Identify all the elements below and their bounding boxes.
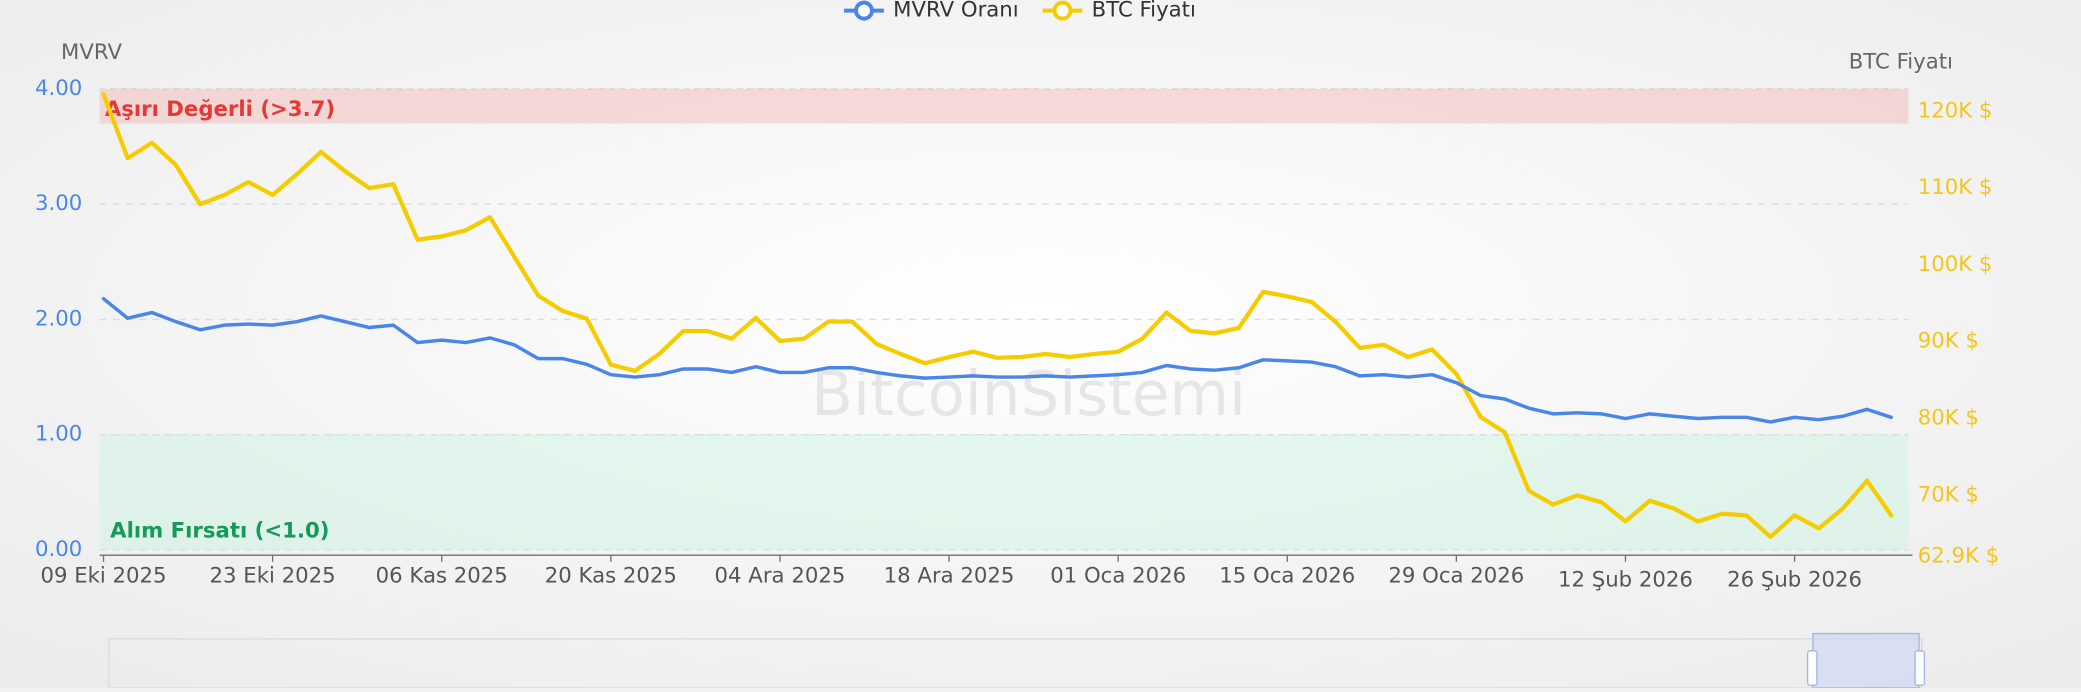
- legend-label: MVRV Oranı: [893, 0, 1018, 23]
- legend-marker: [854, 0, 874, 21]
- y-tick-label: 0.00: [35, 537, 82, 562]
- y-tick-label: 4.00: [35, 76, 82, 101]
- legend-item[interactable]: MVRV Oranı: [844, 0, 1019, 23]
- zoom-window[interactable]: [1812, 632, 1920, 689]
- x-tick-label: 26 Şub 2026: [1727, 567, 1862, 592]
- y-tick-label: 2.00: [35, 306, 82, 331]
- y2-tick-label: 70K $: [1918, 482, 1979, 507]
- y2-tick-label: 90K $: [1918, 329, 1979, 354]
- x-tick-label: 06 Kas 2025: [376, 563, 508, 588]
- x-tick-label: 23 Eki 2025: [210, 563, 336, 588]
- y-tick-label: 1.00: [35, 422, 82, 447]
- x-tick-label: 15 Oca 2026: [1219, 563, 1355, 588]
- zone-band: [99, 434, 1909, 550]
- legend-marker: [1052, 0, 1073, 21]
- y-tick-label: 3.00: [35, 191, 82, 216]
- legend-item[interactable]: BTC Fiyatı: [1042, 0, 1196, 23]
- y2-tick-label: 62.9K $: [1918, 544, 1999, 569]
- series-line: [101, 92, 1894, 539]
- y2-tick-label: 80K $: [1918, 406, 1979, 431]
- y2-tick-label: 100K $: [1918, 252, 1993, 277]
- y2-tick-label: 110K $: [1918, 175, 1993, 200]
- x-tick-label: 29 Oca 2026: [1388, 563, 1524, 588]
- y-axis-title: MVRV: [61, 40, 122, 65]
- zoom-handle[interactable]: [1806, 650, 1818, 687]
- x-tick-label: 04 Ara 2025: [715, 563, 846, 588]
- zoom-handle[interactable]: [1914, 650, 1926, 687]
- x-tick-label: 01 Oca 2026: [1050, 563, 1186, 588]
- x-tick-label: 18 Ara 2025: [884, 563, 1015, 588]
- x-tick-label: 09 Eki 2025: [40, 563, 166, 588]
- y2-tick-label: 120K $: [1918, 98, 1993, 123]
- legend-label: BTC Fiyatı: [1092, 0, 1196, 23]
- zone-label: Aşırı Değerli (>3.7): [105, 97, 335, 122]
- zone-band: [99, 88, 1909, 124]
- x-tick-label: 12 Şub 2026: [1558, 567, 1693, 592]
- watermark: BitcoinSistemi: [811, 359, 1246, 430]
- zone-label: Alım Fırsatı (<1.0): [110, 518, 329, 543]
- x-tick-label: 20 Kas 2025: [545, 563, 677, 588]
- y2-axis-title: BTC Fiyatı: [1849, 49, 1953, 74]
- series-line: [101, 296, 1893, 424]
